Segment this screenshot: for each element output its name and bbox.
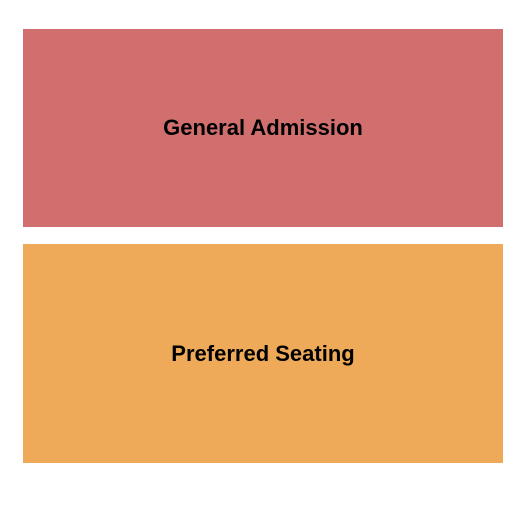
- preferred-seating-section[interactable]: Preferred Seating: [23, 244, 503, 463]
- general-admission-section[interactable]: General Admission: [23, 29, 503, 227]
- seating-chart-container: General Admission Preferred Seating: [23, 29, 503, 463]
